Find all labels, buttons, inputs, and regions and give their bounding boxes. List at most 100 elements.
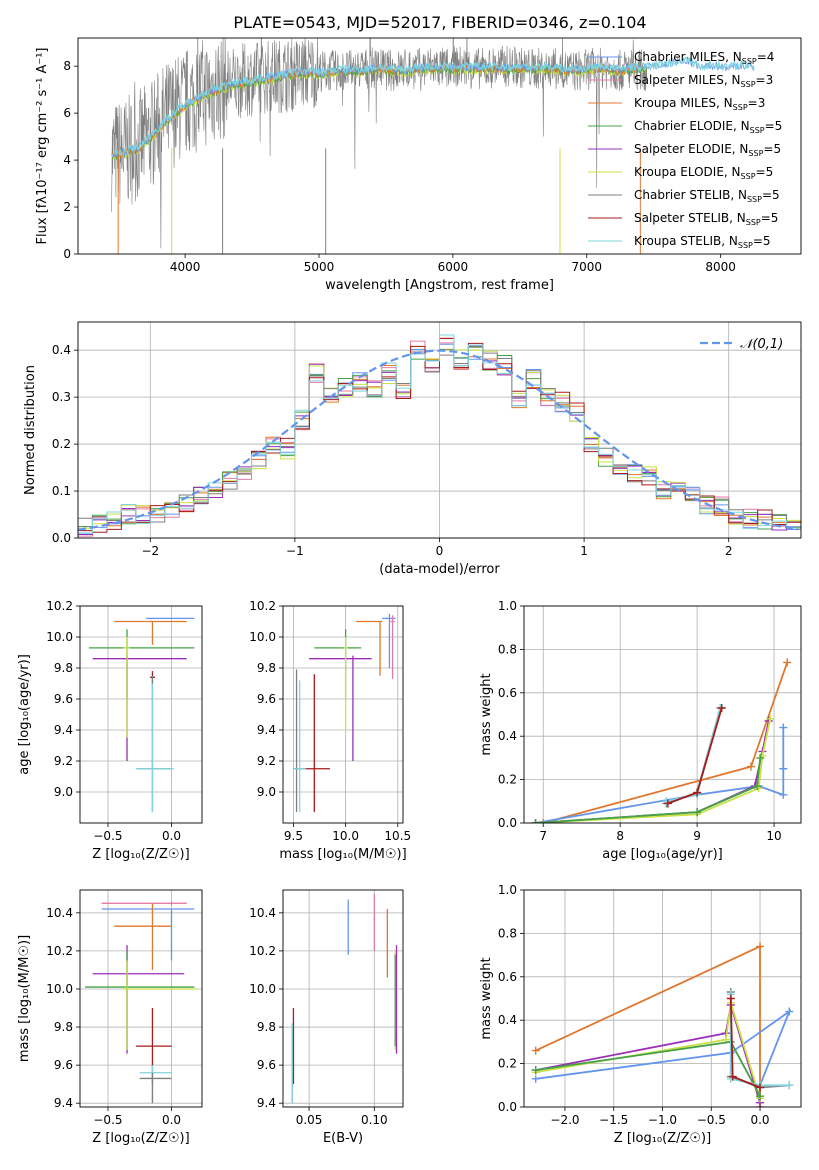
x-tick-label: 0.05 [296, 1113, 323, 1127]
x-tick-label: −0.5 [93, 829, 122, 843]
weight-marker [539, 819, 548, 823]
y-axis-label: age [log₁₀(age/yr)] [17, 654, 32, 775]
mass-vs-Z-panel: −0.5 0.0 9.4 9.6 9.8 10.0 10.2 10.4 Z [log₁₀(Z/Z… [17, 889, 203, 1146]
errorbar-point-orange [114, 620, 187, 645]
weight-marker [693, 788, 702, 797]
x-axis-label: wavelength [Angstrom, rest frame] [325, 278, 554, 293]
spectrum-frame [77, 37, 802, 255]
x-tick-label: 5000 [304, 260, 335, 274]
legend-sub: SSP [741, 80, 756, 89]
weight-marker [783, 658, 792, 667]
errorbar-point-purple [92, 945, 185, 1054]
legend-text: Salpeter STELIB, N [634, 211, 746, 225]
errorbar-point-yellow [123, 960, 197, 1050]
errorbar-point-red [293, 674, 330, 813]
y-tick-label: 9.4 [257, 723, 276, 737]
age-vs-mass-frame [282, 605, 404, 824]
y-tick-label: 0.8 [498, 926, 517, 940]
mass-vs-Z-plot-area [85, 901, 197, 1104]
errorbar-point-pink [101, 901, 187, 906]
y-tick-label: 0 [63, 247, 71, 261]
y-tick-label: 10.0 [249, 630, 276, 644]
weight-line-green [535, 1040, 761, 1097]
legend-label: Salpeter ELODIE, NSSP=5 [634, 142, 781, 158]
weight-marker [756, 753, 765, 762]
weight-line-blue [535, 727, 785, 823]
errorbar-point-cyan [139, 1065, 172, 1104]
y-tick-label: 9.8 [54, 1020, 73, 1034]
age-vs-mass-plot-area [293, 613, 396, 813]
weight-line-orange [542, 662, 789, 823]
weight-line-green [535, 757, 762, 823]
y-tick-label: 9.2 [54, 754, 73, 768]
legend-text: Salpeter ELODIE, N [634, 142, 748, 156]
legend-sub: SSP [748, 149, 763, 158]
x-tick-label: −1.0 [648, 1113, 677, 1127]
weight-line-red [667, 707, 723, 805]
y-tick-label: 6 [63, 106, 71, 120]
y-tick-label: 0.6 [498, 686, 517, 700]
y-tick-label: 0.8 [498, 642, 517, 656]
weight-marker [663, 799, 672, 808]
legend-sub: SSP [742, 57, 757, 66]
legend-suffix: =4 [757, 50, 775, 64]
y-tick-label: 10.2 [249, 599, 276, 613]
y-tick-label: 10.0 [46, 982, 73, 996]
x-axis-label: Z [log₁₀(Z/Z☉)] [92, 847, 189, 862]
legend-suffix: =3 [748, 96, 766, 110]
y-tick-label: 0.0 [498, 1100, 517, 1114]
weight-marker [726, 994, 735, 1003]
legend-text: Salpeter MILES, N [634, 73, 741, 87]
y-tick-label: 10.2 [249, 944, 276, 958]
weight-vs-age-frame [523, 605, 802, 824]
legend-label: Salpeter MILES, NSSP=3 [634, 73, 773, 89]
weight-marker [531, 819, 540, 823]
legend-label: Chabrier MILES, NSSP=4 [634, 50, 774, 66]
errorbar-point-blue [101, 908, 195, 961]
weight-line-blue [535, 1009, 792, 1086]
y-tick-label: 9.6 [257, 692, 276, 706]
x-tick-label: 1 [580, 544, 588, 558]
y-tick-label: 10.4 [46, 906, 73, 920]
x-tick-label: 8000 [705, 260, 736, 274]
y-tick-label: 9.2 [257, 754, 276, 768]
weight-marker [785, 1081, 794, 1090]
y-tick-label: 9.6 [257, 1058, 276, 1072]
legend-suffix: =5 [763, 142, 781, 156]
x-tick-label: 7 [539, 829, 547, 843]
weight-marker [779, 764, 788, 773]
errorbar-point-purple [309, 655, 372, 761]
x-axis-label: Z [log₁₀(Z/Z☉)] [614, 1131, 711, 1146]
spectrum-panel: 4000 5000 6000 7000 8000 0 2 4 6 8 wavelength [Ang… [35, 37, 802, 293]
figure-title: PLATE=0543, MJD=52017, FIBERID=0346, z=0… [233, 13, 646, 32]
y-tick-label: 9.6 [54, 1058, 73, 1072]
y-axis-label: mass weight [479, 673, 494, 755]
y-tick-label: 0.4 [52, 343, 71, 357]
y-tick-label: 4 [63, 153, 71, 167]
x-tick-label: −1 [286, 544, 304, 558]
spectrum-model-cyan [111, 56, 755, 158]
weight-marker [779, 790, 788, 799]
legend-suffix: =3 [756, 73, 774, 87]
age-vs-Z-frame [79, 605, 203, 824]
y-tick-label: 9.0 [257, 785, 276, 799]
legend-text: Chabrier STELIB, N [634, 188, 747, 202]
legend-sub: SSP [741, 172, 756, 181]
y-tick-label: 0.6 [498, 970, 517, 984]
x-tick-label: −2 [141, 544, 159, 558]
weight-marker [756, 1083, 765, 1092]
mass-vs-Z-frame [79, 889, 203, 1108]
errorbar-point-pink [390, 615, 395, 679]
errorbar-point-gray [139, 1072, 172, 1104]
weight-marker [785, 1007, 794, 1016]
weight-vs-Z-panel: −2.0 −1.5 −1.0 −0.5 0.0 0.0 0.2 0.4 0.6 0.8 1.0 Z [… [479, 883, 802, 1146]
y-tick-label: 0.0 [52, 531, 71, 545]
y-tick-label: 1.0 [498, 599, 517, 613]
y-tick-label: 0.0 [498, 816, 517, 830]
legend-sub: SSP [738, 241, 753, 250]
y-axis-label: mass [log₁₀(M/M☉)] [17, 935, 32, 1062]
x-axis-label: Z [log₁₀(Z/Z☉)] [92, 1131, 189, 1146]
errorbar-point-gray [293, 669, 304, 813]
